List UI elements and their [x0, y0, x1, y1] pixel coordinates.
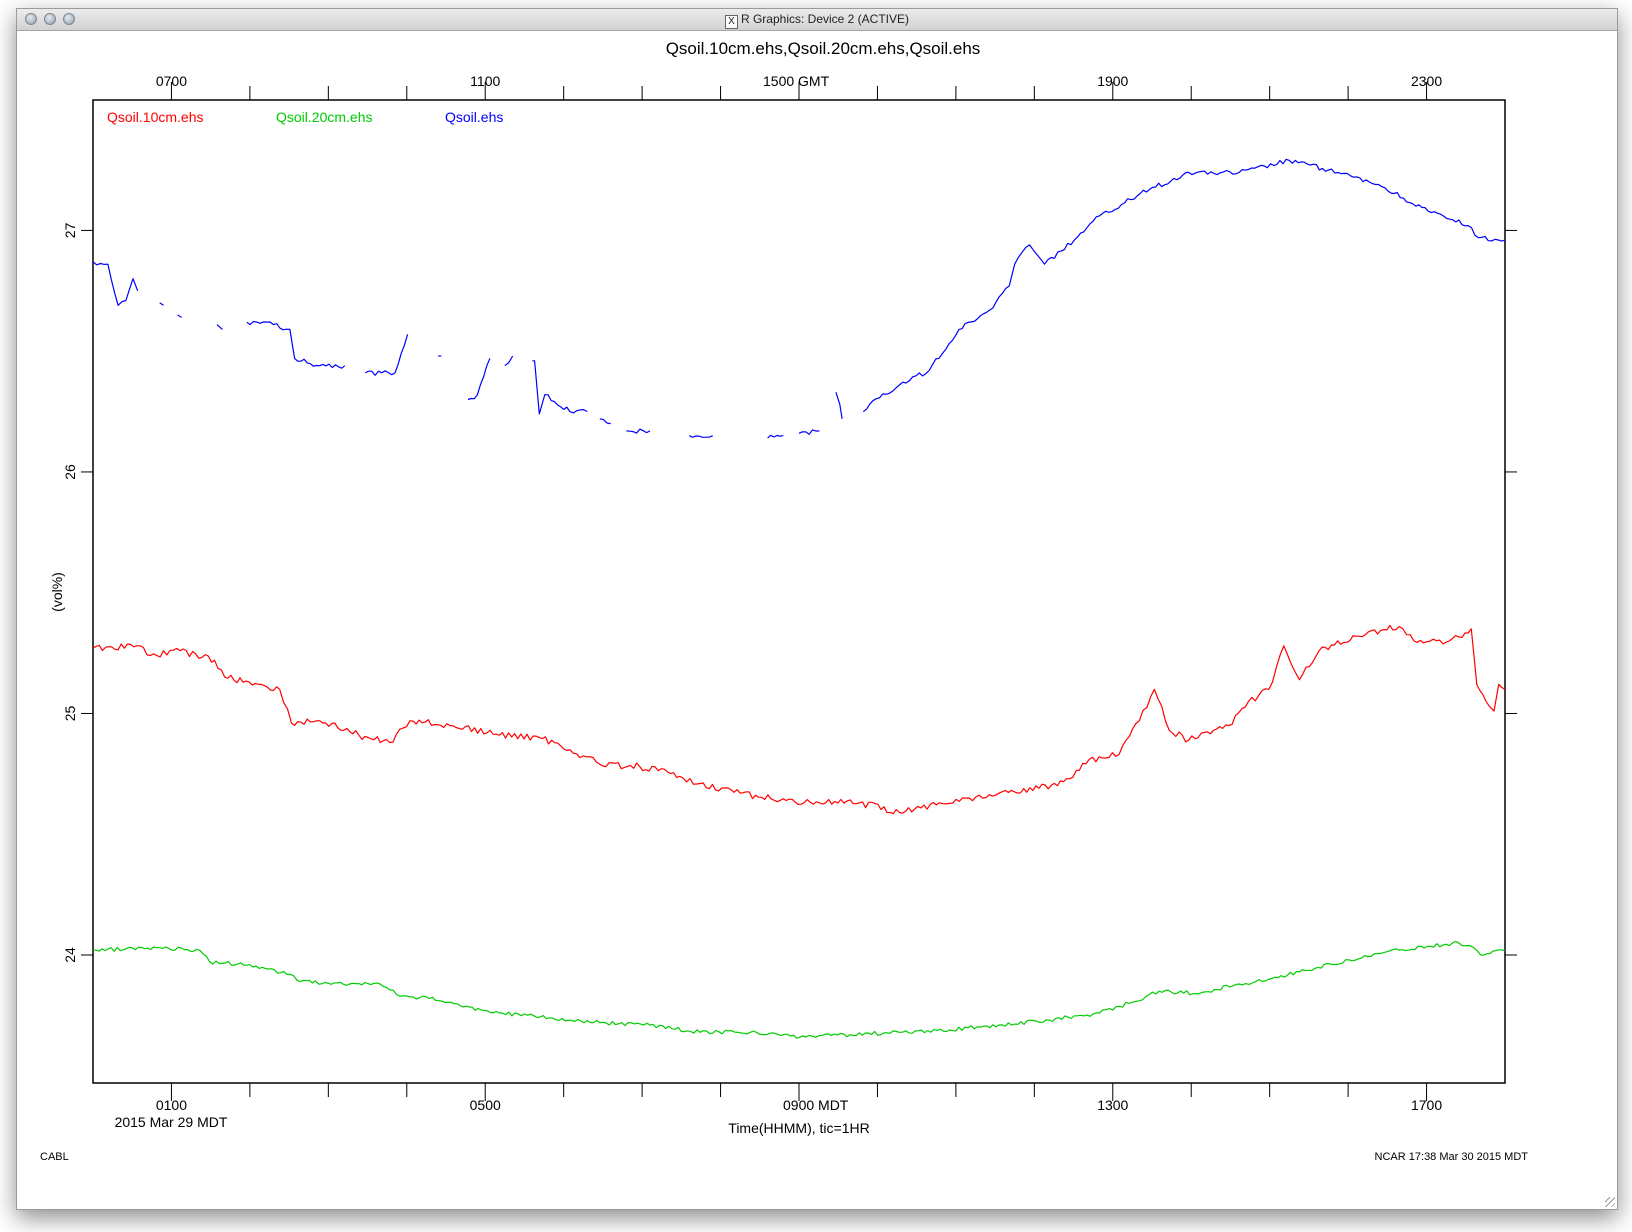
- x-tick-label-top: 1900: [1097, 73, 1128, 89]
- series-layer: [92, 158, 1506, 1039]
- x-tick-label-bottom: 1300: [1097, 1097, 1128, 1113]
- y-tick-label: 25: [62, 705, 78, 721]
- y-axis-label: (vol%): [49, 572, 65, 612]
- date-label: 2015 Mar 29 MDT: [115, 1114, 228, 1130]
- y-tick-label: 24: [62, 947, 78, 963]
- footer-left-label: CABL: [40, 1151, 69, 1163]
- series-line-qsoil-ehs: [92, 261, 139, 306]
- legend-entry: Qsoil.ehs: [445, 109, 503, 125]
- series-line-qsoil-ehs: [835, 392, 843, 419]
- legend-entry: Qsoil.20cm.ehs: [276, 109, 372, 125]
- series-line-qsoil-10cm-ehs: [92, 624, 1506, 815]
- x-tick-label-bottom: 0100: [156, 1097, 187, 1113]
- x-tick-label-top: 1100: [470, 73, 500, 89]
- x11-icon: X: [724, 15, 738, 29]
- series-line-qsoil-ehs: [467, 358, 491, 401]
- window-title-text: R Graphics: Device 2 (ACTIVE): [740, 12, 910, 26]
- series-line-qsoil-ehs: [159, 302, 164, 306]
- legend-entry: Qsoil.10cm.ehs: [107, 109, 203, 125]
- legend: Qsoil.10cm.ehs Qsoil.20cm.ehs Qsoil.ehs: [107, 109, 503, 125]
- resize-grip-icon[interactable]: [1605, 1197, 1615, 1207]
- series-line-qsoil-ehs: [767, 434, 784, 439]
- x-tick-label-bottom: 0500: [470, 1097, 501, 1113]
- zoom-window-button[interactable]: [63, 13, 75, 25]
- x-tick-label-bottom: 0900 MDT: [783, 1097, 849, 1113]
- series-line-qsoil-ehs: [364, 334, 409, 376]
- axis-tick-labels: 0100 0500 0900 MDT 1300 1700 0700 1100 1500 GMT…: [62, 73, 1442, 1113]
- series-line-qsoil-ehs: [862, 158, 1506, 413]
- series-line-qsoil-20cm-ehs: [92, 940, 1506, 1039]
- x-tick-label-top: 2300: [1411, 73, 1442, 89]
- plot-frame: [92, 99, 1506, 1084]
- series-line-qsoil-ehs: [798, 429, 820, 435]
- x-tick-label-top: 1500 GMT: [763, 73, 830, 89]
- series-line-qsoil-ehs: [626, 428, 651, 434]
- series-line-qsoil-ehs: [532, 360, 588, 415]
- y-tick-label: 26: [62, 464, 78, 480]
- series-line-qsoil-ehs: [688, 435, 713, 438]
- minimize-window-button[interactable]: [44, 13, 56, 25]
- close-window-button[interactable]: [25, 13, 37, 25]
- series-line-qsoil-ehs: [216, 324, 223, 330]
- x-tick-label-top: 0700: [156, 73, 187, 89]
- series-line-qsoil-ehs: [504, 355, 514, 367]
- chart-title: Qsoil.10cm.ehs,Qsoil.20cm.ehs,Qsoil.ehs: [666, 39, 981, 58]
- series-line-qsoil-ehs: [246, 320, 346, 369]
- x-tick-label-bottom: 1700: [1411, 1097, 1442, 1113]
- axis-ticks: [81, 82, 1517, 1101]
- series-line-qsoil-ehs: [599, 418, 611, 425]
- series-line-qsoil-ehs: [177, 314, 182, 318]
- x-axis-label: Time(HHMM), tic=1HR: [728, 1120, 869, 1136]
- y-tick-label: 27: [62, 222, 78, 238]
- footer-right-label: NCAR 17:38 Mar 30 2015 MDT: [1375, 1151, 1529, 1163]
